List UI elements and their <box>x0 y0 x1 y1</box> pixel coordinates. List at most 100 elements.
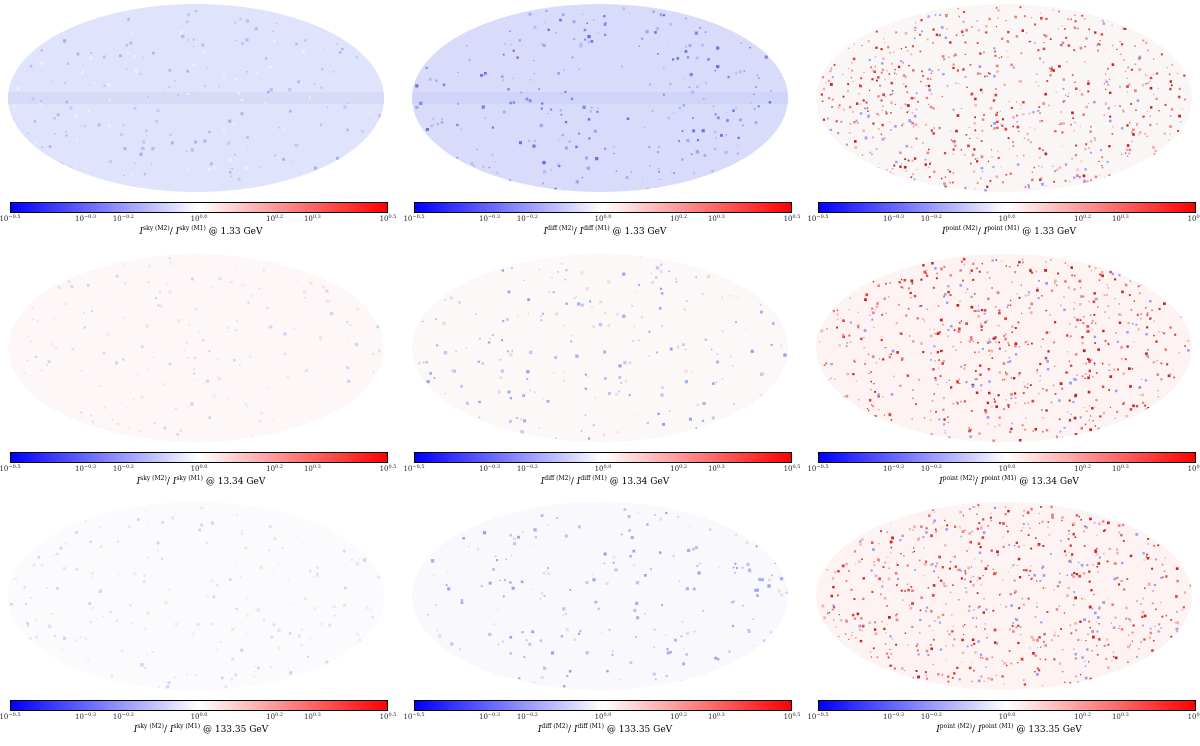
colorbar-tick-label: 100.2 <box>266 214 284 223</box>
colorbar <box>414 452 792 463</box>
colorbar-tick-label: 10−0.5 <box>807 214 829 223</box>
colorbar-tick-label: 10−0.5 <box>0 712 21 721</box>
colorbar-tick-label: 100.3 <box>1111 214 1129 223</box>
colorbar-ticks: 10−0.5 10−0.3 10−0.2 100.0 100.2 100.3 100.5 <box>403 712 801 724</box>
colorbar-tick-label: 100.5 <box>379 214 397 223</box>
colorbar-tick-label: 10−0.2 <box>920 464 942 473</box>
colorbar-tick-label: 10−0.5 <box>807 712 829 721</box>
mollweide-map <box>412 4 788 192</box>
colorbar-tick-label: 10−0.2 <box>516 214 538 223</box>
mollweide-map <box>816 4 1192 192</box>
colorbar-tick-label: 100.0 <box>998 464 1016 473</box>
colorbar-tick-label: 100.2 <box>1074 464 1092 473</box>
colorbar <box>818 202 1196 213</box>
mollweide-map <box>816 502 1192 690</box>
colorbar-tick-label: 10−0.3 <box>75 214 97 223</box>
colorbar-tick-label: 100.2 <box>670 712 688 721</box>
colorbar-tick-label: 100.5 <box>783 214 801 223</box>
colorbar <box>414 202 792 213</box>
colorbar-tick-label: 100.2 <box>266 712 284 721</box>
map-caption: Isky (M2)/ Isky (M1) @ 1.33 GeV <box>139 225 263 237</box>
sky-texture <box>427 508 788 688</box>
colorbar-tick-label: 10−0.3 <box>479 214 501 223</box>
colorbar-tick-label: 100.0 <box>594 464 612 473</box>
colorbar-tick-label: 100.5 <box>783 712 801 721</box>
sky-texture <box>8 9 384 187</box>
colorbar-tick-label: 100.5 <box>783 464 801 473</box>
map-panel: 10−0.5 10−0.3 10−0.2 100.0 100.2 100.3 100.5 Ip… <box>807 252 1200 498</box>
sky-ellipse <box>816 502 1192 690</box>
colorbar-tick-label: 10−0.3 <box>883 464 905 473</box>
map-caption: Idiff (M2)/ Idiff (M1) @ 133.35 GeV <box>537 723 673 735</box>
colorbar-tick-label: 100.2 <box>1074 712 1092 721</box>
mollweide-map <box>8 502 384 690</box>
map-panel: 10−0.5 10−0.3 10−0.2 100.0 100.2 100.3 100.5 Id… <box>403 2 801 248</box>
map-panel: 10−0.5 10−0.3 10−0.2 100.0 100.2 100.3 100.5 Is… <box>0 252 397 498</box>
sky-texture <box>412 7 788 191</box>
colorbar-tick-label: 10−0.5 <box>403 214 425 223</box>
map-caption: Idiff (M2)/ Idiff (M1) @ 13.34 GeV <box>540 475 670 487</box>
colorbar-tick-label: 10−0.3 <box>883 214 905 223</box>
sky-ellipse <box>8 502 384 690</box>
mollweide-map <box>412 254 788 442</box>
colorbar-tick-label: 100.0 <box>998 214 1016 223</box>
colorbar-tick-label: 10−0.3 <box>75 464 97 473</box>
colorbar-ticks: 10−0.5 10−0.3 10−0.2 100.0 100.2 100.3 100.5 <box>403 214 801 226</box>
colorbar-tick-label: 100.0 <box>190 464 208 473</box>
colorbar-tick-label: 100.3 <box>303 464 321 473</box>
colorbar <box>10 700 388 711</box>
sky-texture <box>418 256 787 442</box>
colorbar-tick-label: 100.5 <box>1187 214 1200 223</box>
sky-ellipse <box>816 4 1192 192</box>
colorbar-tick-label: 10−0.5 <box>807 464 829 473</box>
sky-texture <box>23 256 381 437</box>
colorbar-tick-label: 100.5 <box>379 712 397 721</box>
colorbar-tick-label: 10−0.2 <box>516 464 538 473</box>
colorbar-ticks: 10−0.5 10−0.3 10−0.2 100.0 100.2 100.3 100.5 <box>0 712 397 724</box>
colorbar-tick-label: 100.3 <box>1111 464 1129 473</box>
colorbar-tick-label: 100.3 <box>303 712 321 721</box>
map-panel: 10−0.5 10−0.3 10−0.2 100.0 100.2 100.3 100.5 Is… <box>0 2 397 248</box>
map-caption: Isky (M2)/ Isky (M1) @ 133.35 GeV <box>133 723 269 735</box>
colorbar-tick-label: 100.0 <box>190 712 208 721</box>
map-panel: 10−0.5 10−0.3 10−0.2 100.0 100.2 100.3 100.5 Id… <box>403 500 801 746</box>
map-caption: Idiff (M2)/ Idiff (M1) @ 1.33 GeV <box>543 225 667 237</box>
map-panel: 10−0.5 10−0.3 10−0.2 100.0 100.2 100.3 100.5 Is… <box>0 500 397 746</box>
colorbar-tick-label: 100.2 <box>670 464 688 473</box>
colorbar-tick-label: 10−0.3 <box>883 712 905 721</box>
colorbar-ticks: 10−0.5 10−0.3 10−0.2 100.0 100.2 100.3 100.5 <box>807 214 1200 226</box>
mollweide-map <box>8 254 384 442</box>
colorbar <box>818 452 1196 463</box>
map-panel: 10−0.5 10−0.3 10−0.2 100.0 100.2 100.3 100.5 Ip… <box>807 2 1200 248</box>
mollweide-map <box>8 4 384 192</box>
colorbar-tick-label: 100.3 <box>707 712 725 721</box>
map-caption: Ipoint (M2)/ Ipoint (M1) @ 1.33 GeV <box>941 225 1077 237</box>
colorbar-tick-label: 100.5 <box>379 464 397 473</box>
sky-texture <box>819 257 1190 442</box>
map-panel: 10−0.5 10−0.3 10−0.2 100.0 100.2 100.3 100.5 Ip… <box>807 500 1200 746</box>
colorbar-tick-label: 10−0.3 <box>479 712 501 721</box>
sky-texture <box>10 506 381 689</box>
colorbar-tick-label: 10−0.3 <box>75 712 97 721</box>
colorbar-tick-label: 100.3 <box>303 214 321 223</box>
colorbar-tick-label: 100.2 <box>266 464 284 473</box>
map-caption: Ipoint (M2)/ Ipoint (M1) @ 13.34 GeV <box>939 475 1079 487</box>
colorbar-tick-label: 100.3 <box>707 464 725 473</box>
sky-ellipse <box>816 254 1192 442</box>
sky-texture <box>820 6 1190 192</box>
colorbar-tick-label: 100.5 <box>1187 712 1200 721</box>
colorbar-tick-label: 10−0.2 <box>112 214 134 223</box>
colorbar <box>10 202 388 213</box>
colorbar-tick-label: 100.0 <box>190 214 208 223</box>
colorbar-tick-label: 10−0.2 <box>920 214 942 223</box>
map-panel: 10−0.5 10−0.3 10−0.2 100.0 100.2 100.3 100.5 Id… <box>403 252 801 498</box>
colorbar-tick-label: 10−0.5 <box>0 464 21 473</box>
colorbar-tick-label: 10−0.2 <box>920 712 942 721</box>
colorbar-tick-label: 10−0.2 <box>516 712 538 721</box>
map-caption: Ipoint (M2)/ Ipoint (M1) @ 133.35 GeV <box>936 723 1082 735</box>
sky-texture <box>821 504 1192 687</box>
colorbar-ticks: 10−0.5 10−0.3 10−0.2 100.0 100.2 100.3 100.5 <box>403 464 801 476</box>
mollweide-map <box>412 502 788 690</box>
colorbar-ticks: 10−0.5 10−0.3 10−0.2 100.0 100.2 100.3 100.5 <box>0 214 397 226</box>
colorbar-tick-label: 100.3 <box>707 214 725 223</box>
